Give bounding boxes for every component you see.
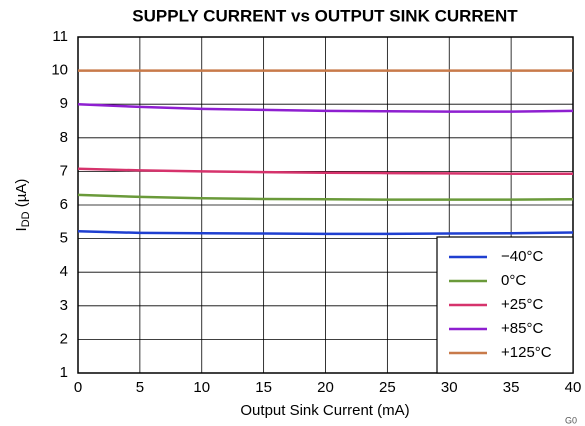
series-line — [77, 167, 573, 176]
legend-label: −40°C — [501, 248, 543, 265]
y-tick-label: 6 — [60, 196, 68, 213]
series-line — [77, 102, 574, 113]
x-tick-label: 35 — [503, 379, 520, 396]
y-tick-label: 8 — [60, 129, 68, 146]
x-tick-label: 40 — [565, 379, 582, 396]
legend-label: +85°C — [501, 320, 543, 337]
legend-label: +125°C — [501, 344, 552, 361]
x-tick-label: 30 — [441, 379, 458, 396]
y-label-main: I — [13, 227, 30, 231]
y-tick-label: 1 — [60, 364, 68, 381]
y-tick-label: 2 — [60, 330, 68, 347]
y-label-unit: (µA) — [13, 179, 30, 212]
plot-frame — [77, 36, 574, 374]
y-tick-label: 11 — [52, 28, 68, 45]
x-tick-label: 20 — [317, 379, 334, 396]
y-label-sub: DD — [20, 211, 32, 227]
y-tick-label: 9 — [60, 95, 68, 112]
y-tick-label: 4 — [60, 263, 68, 280]
y-axis-label: IDD (µA) — [13, 179, 32, 232]
legend-label: 0°C — [501, 272, 526, 289]
x-tick-label: 0 — [74, 379, 82, 396]
series-line — [77, 193, 574, 201]
chart-title: SUPPLY CURRENT vs OUTPUT SINK CURRENT — [132, 6, 518, 25]
legend-label: +25°C — [501, 296, 543, 313]
x-tick-label: 5 — [136, 379, 144, 396]
x-tick-label: 25 — [379, 379, 396, 396]
y-tick-label: 5 — [60, 230, 68, 247]
x-tick-label: 15 — [255, 379, 272, 396]
y-tick-label: 10 — [51, 62, 68, 79]
y-tick-label: 7 — [60, 162, 68, 179]
y-tick-label: 3 — [60, 297, 68, 314]
series-line — [77, 229, 574, 236]
annotation: G0 — [565, 415, 577, 425]
x-tick-label: 10 — [193, 379, 210, 396]
x-axis-label: Output Sink Current (mA) — [240, 402, 409, 419]
